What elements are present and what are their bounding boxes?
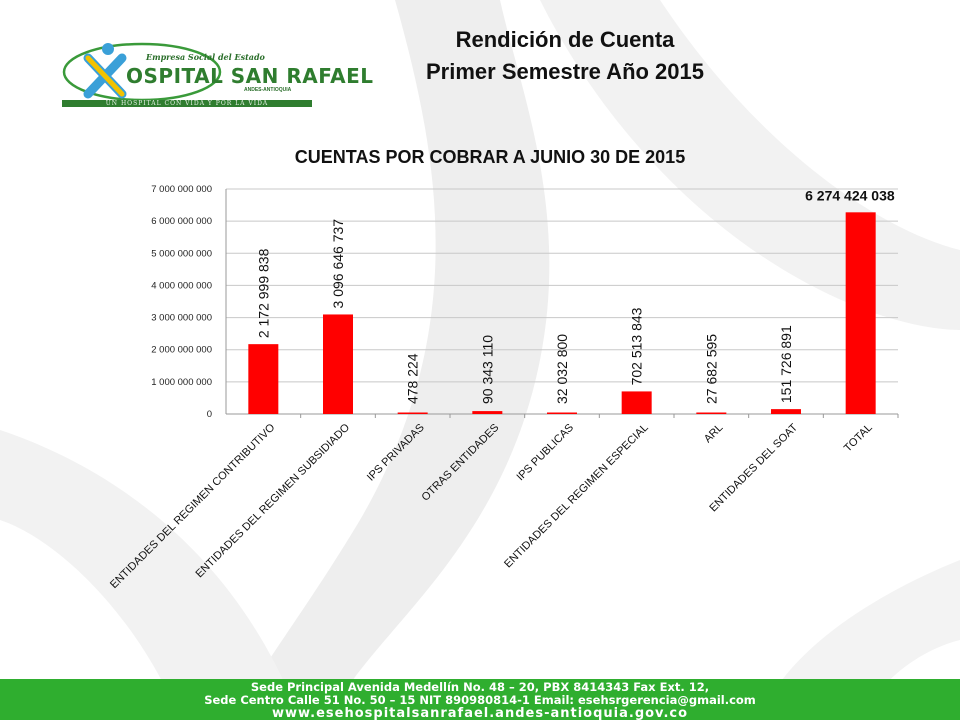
- bar: [621, 391, 652, 414]
- data-label: 478 224: [405, 353, 421, 404]
- data-label: 32 032 800: [554, 334, 570, 404]
- y-tick-label: 2 000 000 000: [151, 345, 212, 356]
- bar: [845, 212, 876, 414]
- logo-subtitle: ANDES-ANTIOQUIA: [244, 87, 292, 93]
- logo-name: OSPITAL SAN RAFAEL: [126, 64, 374, 88]
- footer-address-line: Sede Principal Avenida Medellín No. 48 –…: [250, 680, 710, 694]
- category-label: ENTIDADES DEL REGIMEN SUBSIDIADO: [194, 421, 353, 580]
- bar: [397, 412, 428, 414]
- footer-bar: Sede Principal Avenida Medellín No. 48 –…: [0, 679, 960, 721]
- y-tick-label: 7 000 000 000: [151, 184, 212, 195]
- y-tick-label: 4 000 000 000: [151, 280, 212, 291]
- data-label: 151 726 891: [778, 325, 794, 403]
- data-label: 6 274 424 038: [805, 187, 895, 203]
- y-tick-label: 0: [207, 409, 212, 420]
- category-label: ENTIDADES DEL SOAT: [707, 421, 800, 514]
- bar: [472, 411, 503, 414]
- bar: [547, 412, 577, 414]
- category-label: IPS PUBLICAS: [514, 422, 576, 484]
- y-tick-label: 1 000 000 000: [151, 377, 212, 388]
- bar: [248, 344, 279, 414]
- footer-contact-line: Sede Centro Calle 51 No. 50 – 15 NIT 890…: [204, 693, 756, 707]
- logo-tagline: UN HOSPITAL CON VIDA Y POR LA VIDA: [62, 100, 312, 107]
- category-label: ENTIDADES DEL REGIMEN ESPECIAL: [502, 422, 651, 571]
- chart-title: CUENTAS POR COBRAR A JUNIO 30 DE 2015: [294, 147, 686, 167]
- bar: [771, 409, 801, 414]
- y-tick-label: 3 000 000 000: [151, 313, 212, 324]
- slide-title: Rendición de Cuenta: [455, 27, 675, 52]
- data-label: 2 172 999 838: [255, 248, 271, 338]
- logo-top-text: Empresa Social del Estado: [146, 52, 265, 62]
- y-tick-label: 5 000 000 000: [151, 248, 212, 259]
- data-label: 27 682 595: [703, 334, 719, 404]
- data-label: 3 096 646 737: [330, 219, 346, 309]
- footer-website-link[interactable]: www.esehospitalsanrafael.andes-antioquia…: [271, 706, 689, 721]
- bar: [696, 412, 727, 414]
- bar-chart: 0 1 000 000 000 2 000 000 000 3 000 000 000…: [108, 184, 899, 591]
- slide-subtitle: Primer Semestre Año 2015: [426, 59, 704, 84]
- bar: [323, 314, 353, 414]
- data-label: 90 343 110: [479, 335, 495, 404]
- data-label: 702 513 843: [629, 307, 645, 385]
- category-label: OTRAS ENTIDADES: [419, 422, 501, 504]
- y-tick-label: 6 000 000 000: [151, 216, 212, 227]
- category-label: IPS PRIVADAS: [365, 422, 427, 484]
- category-label: ENTIDADES DEL REGIMEN CONTRIBUTIVO: [108, 421, 278, 591]
- category-label: TOTAL: [842, 422, 875, 455]
- category-label: ARL: [702, 422, 726, 446]
